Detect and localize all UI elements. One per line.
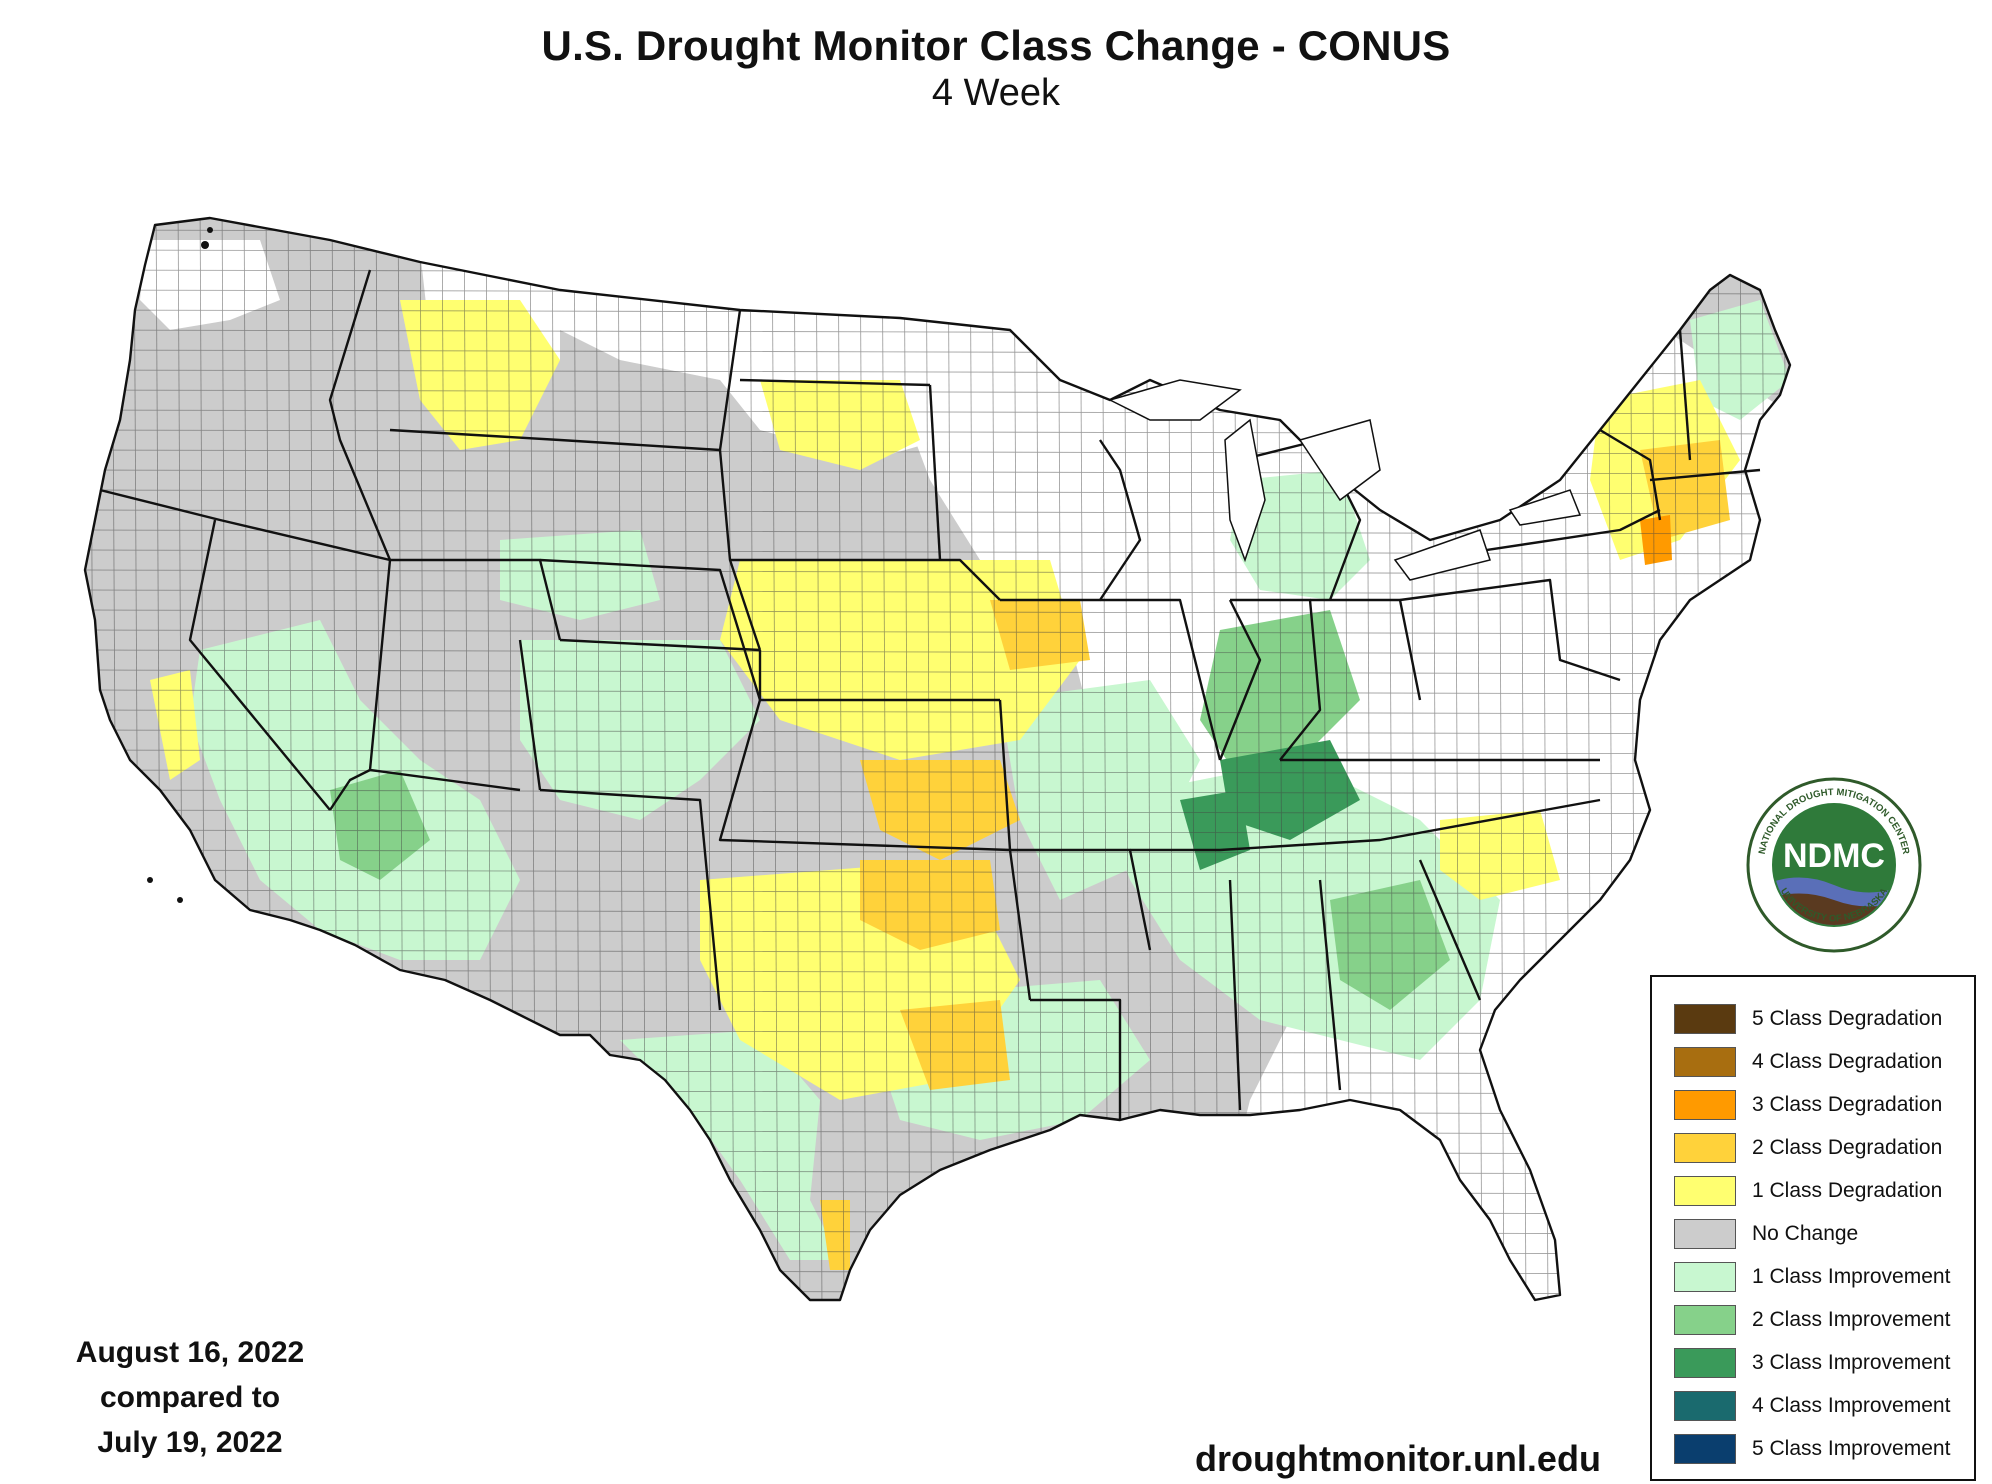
legend-swatch [1674,1219,1736,1249]
ndmc-logo: NDMC NATIONAL DROUGHT MITIGATION CENTER … [1746,777,1922,953]
legend-swatch [1674,1434,1736,1464]
legend-item: 5 Class Degradation [1674,1001,1942,1037]
website-url[interactable]: droughtmonitor.unl.edu [1195,1438,1601,1479]
region-1-improvement-michigan [1230,470,1370,600]
region-2-improvement-alabama [1330,880,1450,1010]
date-block: August 16, 2022 compared to July 19, 202… [40,1330,340,1465]
legend-item: 3 Class Degradation [1674,1087,1942,1123]
previous-date: July 19, 2022 [97,1426,283,1459]
map-subtitle: 4 Week [931,72,1061,114]
region-1-degradation-california [150,670,200,780]
region-1-degradation-plains [720,560,1080,760]
legend-label: 1 Class Improvement [1752,1265,1951,1288]
coastal-islands [147,227,213,903]
legend-item: 1 Class Improvement [1674,1259,1950,1295]
legend-swatch [1674,1004,1736,1034]
legend-label: 4 Class Improvement [1752,1394,1951,1417]
legend-swatch [1674,1133,1736,1163]
region-3-degradation-ct-ma [1640,515,1672,565]
legend-swatch [1674,1176,1736,1206]
drought-class-regions [140,240,1790,1300]
state-borders [83,216,1792,1302]
region-1-improvement-south-texas [620,1030,840,1260]
legend-swatch [1674,1047,1736,1077]
legend-item: 4 Class Degradation [1674,1044,1942,1080]
legend-swatch [1674,1305,1736,1335]
region-2-degradation-texas [900,1000,1010,1090]
legend-label: 2 Class Improvement [1752,1308,1951,1331]
legend-swatch [1674,1262,1736,1292]
region-1-degradation-dakotas [760,380,920,470]
great-lakes [1107,379,1582,581]
legend-item: No Change [1674,1216,1858,1252]
region-1-improvement-four-corners [520,640,760,820]
legend-label: 3 Class Improvement [1752,1351,1951,1374]
region-2-degradation-south-tip [820,1200,850,1270]
legend-label: 5 Class Improvement [1752,1437,1951,1460]
legend-label: No Change [1752,1222,1859,1245]
region-1-degradation-montana [400,300,560,450]
region-2-degradation-kansas [860,760,1020,860]
legend-item: 2 Class Degradation [1674,1130,1942,1166]
ndmc-logo-text: NDMC [1783,837,1885,875]
region-1-improvement-midsouth [1000,680,1200,900]
legend-item: 2 Class Improvement [1674,1302,1950,1338]
region-no-drought-west [140,240,280,330]
legend-swatch [1674,1348,1736,1378]
legend-item: 3 Class Improvement [1674,1345,1950,1381]
compared-to-label: compared to [99,1381,281,1414]
region-2-degradation-northeast [1640,440,1730,540]
legend-label: 4 Class Degradation [1752,1050,1943,1073]
legend-label: 2 Class Degradation [1752,1136,1943,1159]
legend-swatch [1674,1391,1736,1421]
legend-swatch [1674,1090,1736,1120]
legend-label: 3 Class Degradation [1752,1093,1943,1116]
legend: 5 Class Degradation 4 Class Degradation 3 … [1650,975,1976,1481]
current-date: August 16, 2022 [75,1336,305,1369]
legend-item: 5 Class Improvement [1674,1431,1950,1467]
region-1-improvement-new-england [1690,300,1790,420]
region-2-improvement-arizona [330,770,430,880]
region-1-degradation-carolinas [1440,810,1560,900]
legend-item: 1 Class Degradation [1674,1173,1942,1209]
legend-label: 5 Class Degradation [1752,1007,1943,1030]
legend-label: 1 Class Degradation [1752,1179,1943,1202]
legend-item: 4 Class Improvement [1674,1388,1950,1424]
map-title: U.S. Drought Monitor Class Change - CONU… [541,22,1451,69]
